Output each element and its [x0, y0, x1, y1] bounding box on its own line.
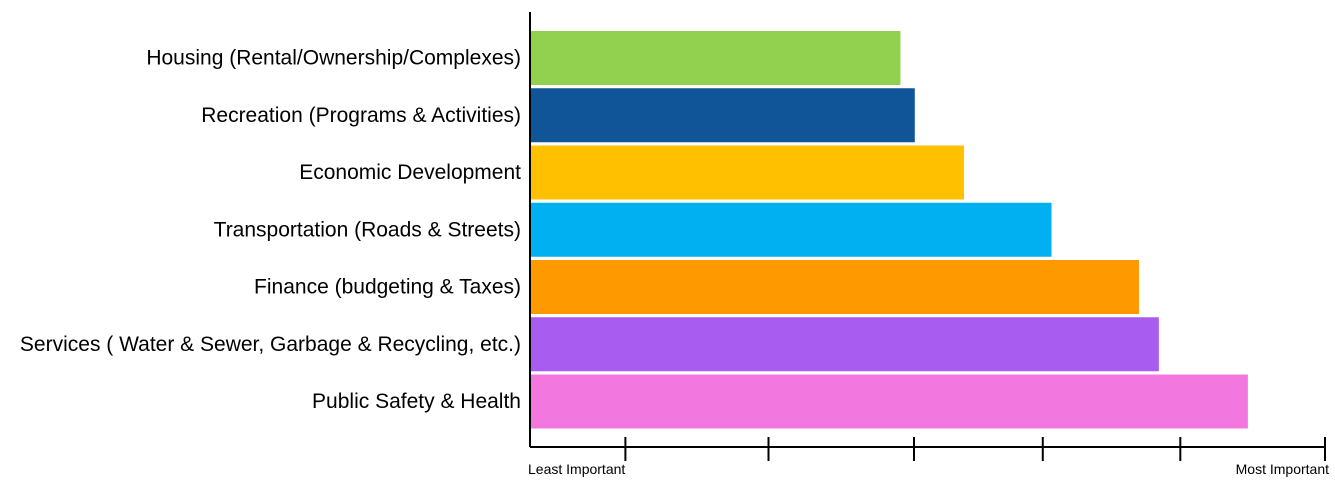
x-axis-min-label: Least Important [528, 461, 625, 477]
category-label: Public Safety & Health [312, 390, 521, 413]
category-label: Recreation (Programs & Activities) [201, 104, 521, 127]
bar [530, 88, 915, 143]
category-labels-layer: Housing (Rental/Ownership/Complexes) Recr… [20, 47, 521, 414]
bar [530, 317, 1159, 372]
x-axis-max-label: Most Important [1236, 461, 1329, 477]
category-label: Services ( Water & Sewer, Garbage & Recy… [20, 333, 521, 356]
category-label: Finance (budgeting & Taxes) [254, 276, 521, 299]
category-label: Housing (Rental/Ownership/Complexes) [146, 47, 521, 70]
bar [530, 260, 1139, 314]
x-ticks-layer [624, 437, 1326, 461]
bar [530, 31, 901, 85]
bars-layer [530, 31, 1248, 429]
category-label: Transportation (Roads & Streets) [214, 218, 521, 241]
category-label: Economic Development [299, 161, 521, 184]
bar [530, 374, 1248, 429]
bar [530, 202, 1052, 257]
bar [530, 145, 965, 200]
